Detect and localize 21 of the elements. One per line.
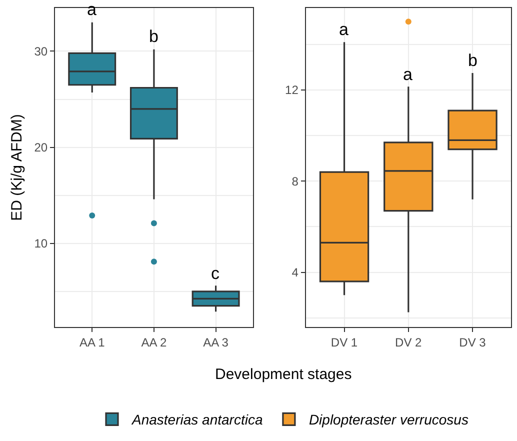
- annotation: a: [403, 65, 413, 84]
- x-tick-label: AA 3: [203, 335, 229, 350]
- x-tick-label: DV 1: [330, 335, 358, 350]
- annotation: b: [468, 51, 478, 70]
- x-tick-label: AA 1: [79, 335, 106, 350]
- y-tick-label: 8: [292, 174, 299, 188]
- x-axis-title: Development stages: [215, 366, 352, 383]
- x-tick-label: AA 2: [141, 335, 167, 350]
- legend-label: Anasterias antarctica: [131, 412, 263, 428]
- annotation: c: [211, 264, 220, 283]
- legend-label: Diplopteraster verrucosus: [308, 412, 468, 428]
- y-tick-label: 4: [292, 266, 299, 280]
- x-tick-label: DV 2: [395, 335, 422, 350]
- y-axis-title: ED (Kj/g AFDM): [8, 114, 26, 221]
- y-tick-label: 30: [34, 44, 48, 58]
- annotation: a: [339, 20, 349, 39]
- y-tick-label: 12: [285, 83, 299, 98]
- y-tick-label: 20: [34, 140, 48, 155]
- annotation: b: [149, 27, 158, 46]
- y-tick-label: 10: [34, 236, 48, 251]
- x-tick-label: DV 3: [459, 335, 486, 350]
